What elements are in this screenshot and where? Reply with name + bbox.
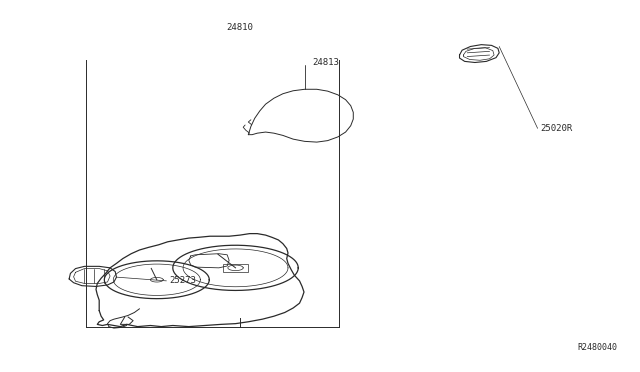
Text: 24813: 24813 xyxy=(312,58,339,67)
Text: 25273: 25273 xyxy=(170,276,196,285)
Text: 25020R: 25020R xyxy=(541,124,573,133)
Text: 24810: 24810 xyxy=(227,23,253,32)
Bar xyxy=(223,264,248,272)
Text: R2480040: R2480040 xyxy=(578,343,618,352)
